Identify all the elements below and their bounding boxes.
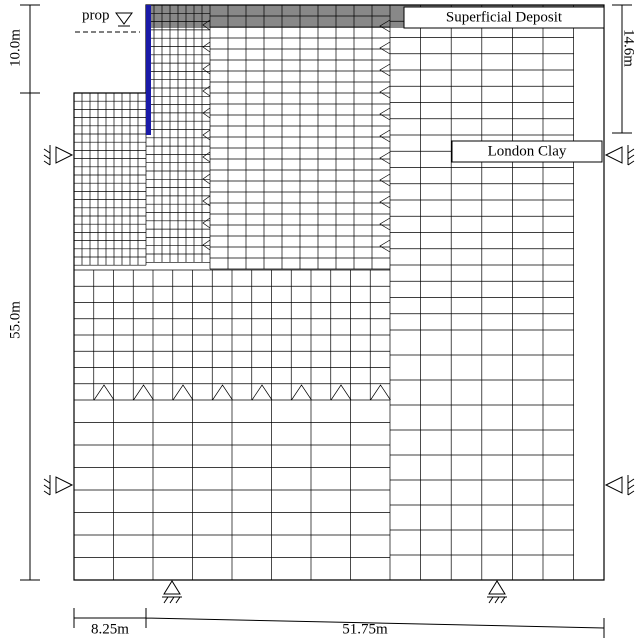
- dimension-line: [612, 5, 632, 133]
- london-clay-label: London Clay: [488, 143, 567, 159]
- dimension-label: 14.6m: [621, 29, 636, 67]
- roller-support: [44, 145, 72, 165]
- superficial-label: Superficial Deposit: [446, 9, 563, 25]
- dimension-label: 10.0m: [7, 29, 23, 67]
- transition-elements: [94, 20, 391, 400]
- water-table-symbol: [116, 13, 132, 26]
- pin-support: [487, 581, 507, 603]
- retaining-wall: [146, 5, 151, 135]
- roller-support: [606, 475, 634, 495]
- dimension-label: 8.25m: [91, 621, 129, 637]
- dimension-line: [74, 608, 604, 638]
- roller-support: [606, 145, 634, 165]
- prop-label: prop: [82, 7, 110, 23]
- pin-support: [162, 581, 182, 603]
- mesh-figure: prop Superficial Deposit London Clay 10.…: [0, 0, 636, 640]
- mesh-boundary: [74, 5, 604, 580]
- dimension-label: 51.75m: [342, 621, 388, 637]
- dimension-line: [20, 5, 40, 580]
- dimension-label: 55.0m: [7, 301, 23, 339]
- roller-support: [44, 475, 72, 495]
